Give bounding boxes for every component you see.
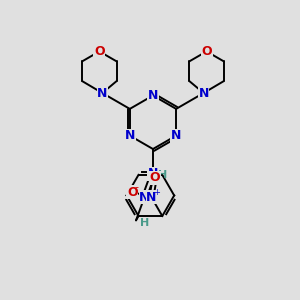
Text: N: N bbox=[139, 190, 150, 204]
Text: O: O bbox=[94, 45, 105, 58]
Text: O: O bbox=[127, 185, 138, 199]
Text: N: N bbox=[171, 129, 181, 142]
Text: O: O bbox=[201, 45, 212, 58]
Text: H: H bbox=[140, 218, 150, 228]
Text: +: + bbox=[153, 188, 160, 197]
Text: N: N bbox=[146, 191, 157, 204]
Text: N: N bbox=[97, 86, 107, 100]
Text: O: O bbox=[149, 171, 160, 184]
Text: N: N bbox=[124, 129, 135, 142]
Text: N: N bbox=[148, 89, 158, 102]
Text: N: N bbox=[148, 167, 158, 180]
Text: N: N bbox=[198, 86, 209, 100]
Text: -: - bbox=[134, 182, 138, 192]
Text: H: H bbox=[158, 170, 167, 180]
